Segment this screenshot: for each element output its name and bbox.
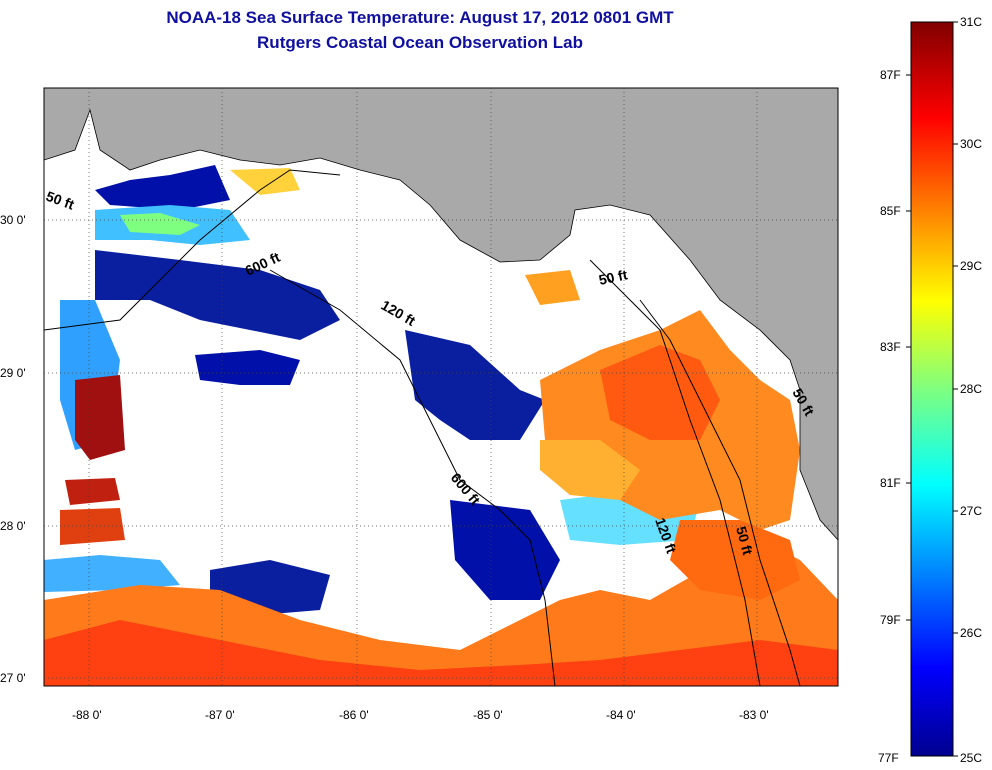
lat-tick-29: 29 0' [0, 366, 26, 380]
contour-label-50ft-east: 50 ft [597, 266, 629, 288]
contour-50ft-line [589, 259, 761, 686]
sst-cool-patches [95, 165, 560, 615]
colorbar-label-27c: 27C [960, 504, 982, 518]
graticule [44, 88, 838, 686]
lon-tick-84: -84 0' [606, 708, 636, 722]
lon-tick-87: -87 0' [205, 708, 235, 722]
colorbar-label-83f: 83F [880, 340, 901, 354]
lat-tick-28: 28 0' [0, 519, 26, 533]
colorbar [910, 21, 954, 757]
map-subtitle: Rutgers Coastal Ocean Observation Lab [257, 33, 583, 52]
colorbar-label-81f: 81F [880, 476, 901, 490]
lon-tick-88: -88 0' [72, 708, 102, 722]
colorbar-label-31c: 31C [960, 15, 982, 29]
colorbar-label-26c: 26C [960, 626, 982, 640]
colorbar-label-25c: 25C [960, 751, 982, 765]
lat-tick-27: 27 0' [0, 671, 26, 685]
sst-warm-patches [44, 270, 838, 686]
colorbar-ticks [906, 21, 958, 757]
colorbar-label-30c: 30C [960, 137, 982, 151]
lat-tick-30: 30 0' [0, 213, 26, 227]
colorbar-label-79f: 79F [880, 613, 901, 627]
map-frame [43, 87, 839, 687]
contour-120ft-line [269, 269, 556, 686]
map-title: NOAA-18 Sea Surface Temperature: August … [166, 8, 674, 27]
lon-tick-85: -85 0' [473, 708, 503, 722]
colorbar-label-85f: 85F [880, 204, 901, 218]
colorbar-label-87f: 87F [880, 68, 901, 82]
contour-600ft-line [44, 169, 341, 331]
lon-tick-83: -83 0' [739, 708, 769, 722]
contour-label-50ft-south: 50 ft [733, 525, 756, 557]
colorbar-label-29c: 29C [960, 259, 982, 273]
colorbar-label-77f: 77F [878, 751, 899, 765]
contour-50ft-line-east [639, 299, 801, 686]
colorbar-label-28c: 28C [960, 382, 982, 396]
coastline [44, 108, 838, 541]
lon-tick-86: -86 0' [339, 708, 369, 722]
